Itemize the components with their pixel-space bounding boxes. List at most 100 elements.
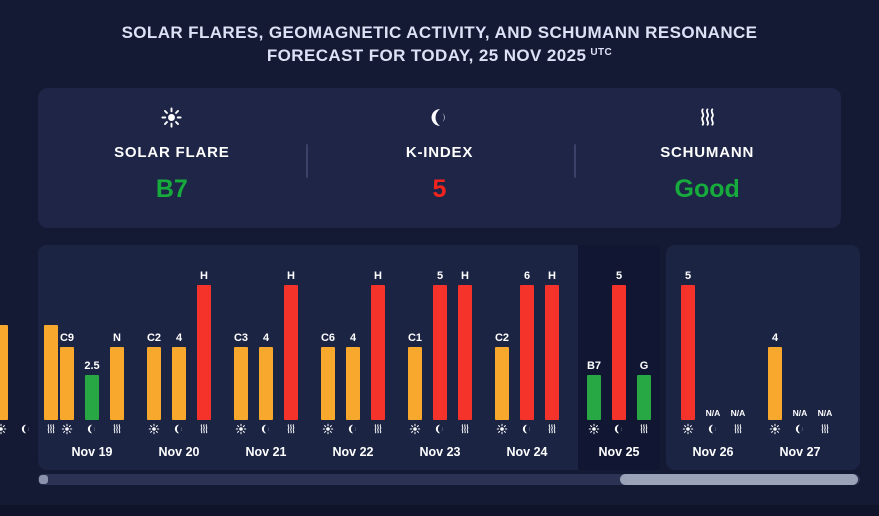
waves-icon bbox=[280, 423, 302, 436]
waves-icon bbox=[541, 423, 563, 436]
metric-icons-row bbox=[764, 423, 836, 436]
moon-icon bbox=[516, 423, 538, 436]
sun-icon bbox=[230, 423, 252, 436]
day-label: Nov 27 bbox=[779, 445, 821, 459]
day-label: Nov 20 bbox=[158, 445, 200, 459]
day-group: 4 N/A N/A Nov 27 bbox=[764, 268, 836, 459]
bar-value-label: C3 bbox=[233, 332, 249, 344]
day-group: C2 6 H Nov 24 bbox=[491, 268, 563, 459]
sun-icon bbox=[143, 423, 165, 436]
day-label: Nov 22 bbox=[332, 445, 374, 459]
sun-icon bbox=[764, 423, 786, 436]
k_index-bar bbox=[172, 347, 186, 420]
k_index-bar bbox=[433, 285, 447, 420]
title-line-2-text: FORECAST FOR TODAY, 25 NOV 2025 bbox=[266, 46, 587, 65]
waves-icon bbox=[40, 423, 62, 436]
waves-icon bbox=[633, 423, 655, 436]
bar-value-label: 4 bbox=[771, 332, 779, 344]
day-label: Nov 23 bbox=[419, 445, 461, 459]
moon-icon bbox=[428, 104, 451, 130]
partial-day-icons bbox=[0, 423, 62, 436]
solar_flare-bar bbox=[60, 347, 74, 420]
page-title: SOLAR FLARES, GEOMAGNETIC ACTIVITY, AND … bbox=[0, 21, 879, 70]
summary-label: SCHUMANN bbox=[660, 144, 755, 161]
scrollbar-thumb[interactable] bbox=[620, 474, 858, 485]
bar-slot: C9 bbox=[56, 268, 78, 420]
waves-icon bbox=[814, 423, 836, 436]
partial-day-group bbox=[0, 268, 62, 436]
metric-icons-row bbox=[230, 423, 302, 436]
solar_flare-bar bbox=[147, 347, 161, 420]
bar-value-label: 5 bbox=[684, 270, 692, 282]
bar-value-label: 5 bbox=[615, 270, 623, 282]
bar-slot: G bbox=[633, 268, 655, 420]
solar_flare-bar bbox=[321, 347, 335, 420]
bar-slot: N/A bbox=[702, 268, 724, 420]
na-label: N/A bbox=[705, 408, 721, 418]
day-bars: C2 6 H bbox=[491, 268, 563, 420]
bar-slot: 5 bbox=[608, 268, 630, 420]
day-label: Nov 21 bbox=[245, 445, 287, 459]
sun-icon bbox=[404, 423, 426, 436]
title-line-2: FORECAST FOR TODAY, 25 NOV 2025 UTC bbox=[0, 44, 879, 70]
bar-slot: 4 bbox=[342, 268, 364, 420]
bar-value-label: C2 bbox=[494, 332, 510, 344]
scrollbar-left-cap[interactable] bbox=[39, 475, 48, 484]
bar-slot: C1 bbox=[404, 268, 426, 420]
bar-value-label: 4 bbox=[262, 332, 270, 344]
moon-icon bbox=[789, 423, 811, 436]
k_index-bar bbox=[681, 285, 695, 420]
moon-icon bbox=[342, 423, 364, 436]
schumann_resonance-bar bbox=[110, 347, 124, 420]
bar-slot: 2.5 bbox=[81, 268, 103, 420]
day-label: Nov 25 bbox=[598, 445, 640, 459]
solar_flare-bar bbox=[587, 375, 601, 420]
moon-icon bbox=[429, 423, 451, 436]
summary-solar-flare: SOLAR FLARE B7 bbox=[38, 88, 306, 228]
bar-value-label: 2.5 bbox=[84, 360, 100, 372]
day-label: Nov 26 bbox=[692, 445, 734, 459]
bar-slot: 5 bbox=[677, 268, 699, 420]
bar-value-label: H bbox=[200, 270, 208, 282]
sun-icon bbox=[317, 423, 339, 436]
day-bars: C2 4 H bbox=[143, 268, 215, 420]
waves-icon bbox=[696, 104, 719, 130]
chart-section-today: B7 5 G Nov 25 bbox=[578, 245, 660, 470]
bar-value-label: H bbox=[287, 270, 295, 282]
metric-icons-row bbox=[583, 423, 655, 436]
bar-slot: H bbox=[193, 268, 215, 420]
na-label: N/A bbox=[792, 408, 808, 418]
waves-icon bbox=[367, 423, 389, 436]
summary-divider bbox=[306, 144, 309, 178]
bar-slot: H bbox=[367, 268, 389, 420]
sun-icon bbox=[160, 104, 183, 130]
day-bars: C6 4 H bbox=[317, 268, 389, 420]
summary-value: B7 bbox=[155, 175, 188, 203]
bar-value-label: C9 bbox=[59, 332, 75, 344]
sun-icon bbox=[56, 423, 78, 436]
schumann_resonance-bar bbox=[637, 375, 651, 420]
solar_flare-bar bbox=[495, 347, 509, 420]
metric-icons-row bbox=[404, 423, 476, 436]
day-bars: 5 N/A N/A bbox=[677, 268, 749, 420]
bar-slot: 5 bbox=[429, 268, 451, 420]
schumann_resonance-bar bbox=[197, 285, 211, 420]
horizontal-scrollbar[interactable] bbox=[38, 474, 860, 485]
day-bars: C9 2.5 N bbox=[56, 268, 128, 420]
forecast-chart: C9 2.5 N Nov 19 C2 4 H Nov 20 C3 4 H Nov 21 C6 4 H Nov … bbox=[38, 245, 860, 470]
metric-icons-row bbox=[677, 423, 749, 436]
utc-label: UTC bbox=[590, 47, 613, 58]
waves-icon bbox=[454, 423, 476, 436]
sun-icon bbox=[677, 423, 699, 436]
summary-label: SOLAR FLARE bbox=[114, 144, 230, 161]
moon-icon bbox=[81, 423, 103, 436]
waves-icon bbox=[727, 423, 749, 436]
bar-slot: N/A bbox=[727, 268, 749, 420]
bar-value-label: 5 bbox=[436, 270, 444, 282]
na-label: N/A bbox=[817, 408, 833, 418]
bar-slot: H bbox=[280, 268, 302, 420]
bar-value-label: 4 bbox=[349, 332, 357, 344]
bar-value-label: N bbox=[113, 332, 121, 344]
summary-k-index: K-INDEX 5 bbox=[306, 88, 574, 228]
